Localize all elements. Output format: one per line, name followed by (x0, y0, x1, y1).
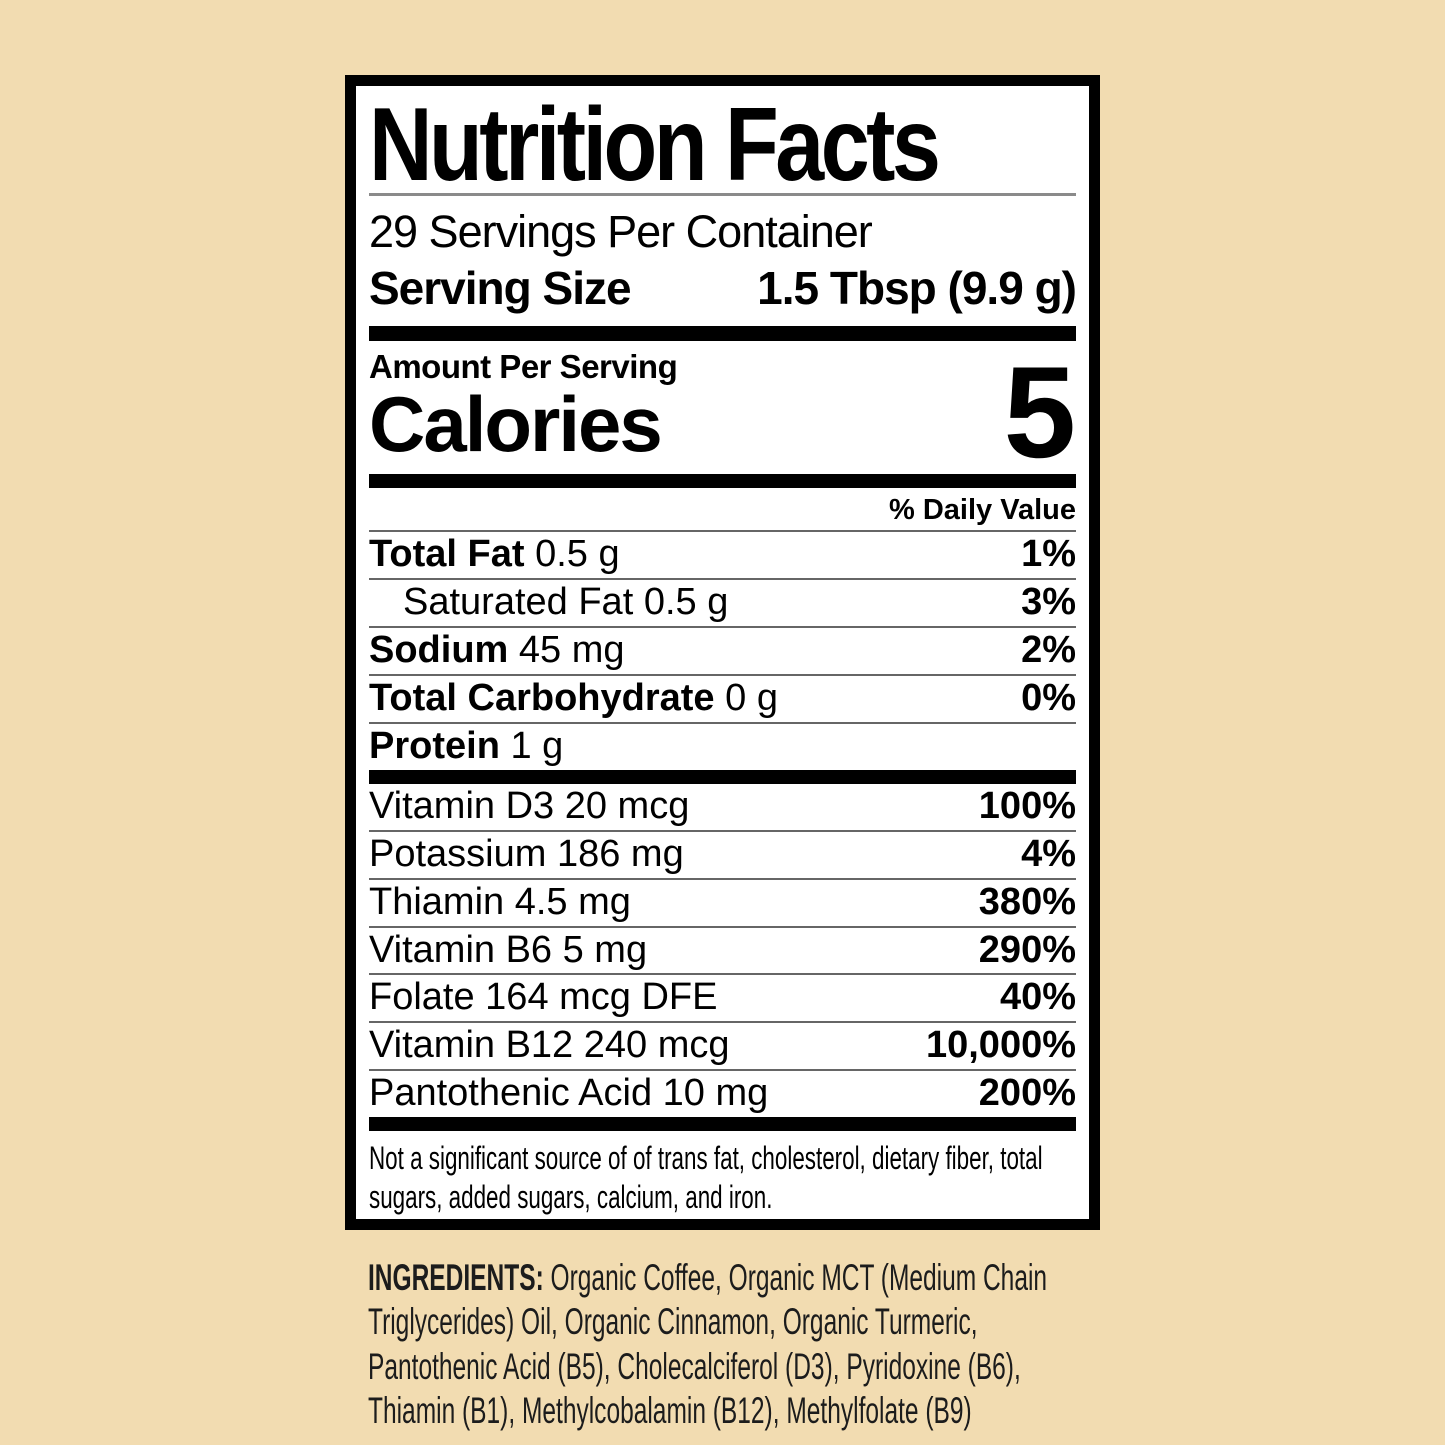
vitamin-name: Vitamin B6 5 mg (369, 928, 648, 971)
nutrient-name-amount: Total Fat 0.5 g (369, 533, 620, 576)
nutrient-name: Saturated Fat (403, 581, 634, 624)
nutrient-name-amount: Saturated Fat 0.5 g (369, 581, 729, 624)
vitamin-row-b12: Vitamin B12 240 mcg 10,000% (369, 1023, 1076, 1072)
vitamin-dv: 380% (978, 880, 1076, 923)
footnote: Not a significant source of of trans fat… (369, 1140, 1043, 1216)
vitamin-dv: 10,000% (925, 1024, 1076, 1067)
serving-size-label: Serving Size (369, 261, 632, 314)
title-row: Nutrition Facts (369, 85, 1076, 203)
ingredients-label: INGREDIENTS: (368, 1257, 544, 1298)
nutrient-name: Sodium (369, 629, 509, 672)
nutrient-amount: 0.5 g (643, 581, 729, 624)
nutrient-row-total-carbohydrate: Total Carbohydrate 0 g 0% (369, 676, 1076, 724)
vitamin-name: Potassium 186 mg (369, 832, 684, 875)
vitamin-name: Pantothenic Acid 10 mg (369, 1072, 769, 1115)
vitamin-row-d3: Vitamin D3 20 mcg 100% (369, 784, 1076, 832)
nutrient-row-protein: Protein 1 g (369, 724, 1076, 770)
calories-section: Amount Per Serving Calories 5 (369, 339, 1076, 486)
thick-rule (369, 325, 1076, 341)
vitamin-dv: 4% (1021, 832, 1076, 875)
nutrient-row-total-fat: Total Fat 0.5 g 1% (369, 532, 1076, 581)
vitamin-dv: 290% (978, 928, 1076, 971)
thick-rule (369, 1117, 1076, 1132)
nutrient-amount: 0.5 g (535, 533, 620, 576)
vitamin-row-b6: Vitamin B6 5 mg 290% (369, 928, 1076, 976)
nutrient-row-sodium: Sodium 45 mg 2% (369, 628, 1076, 677)
calories-value: 5 (1003, 339, 1076, 486)
thick-rule (369, 474, 1076, 489)
vitamin-dv: 100% (978, 784, 1076, 827)
vitamin-name: Vitamin D3 20 mcg (369, 784, 690, 827)
nutrient-amount: 1 g (510, 724, 564, 767)
nutrition-facts-panel: Nutrition Facts 29 Servings Per Containe… (345, 75, 1100, 1230)
nutrient-dv: 1% (1021, 533, 1076, 576)
serving-size-row: Serving Size 1.5 Tbsp (9.9 g) (369, 261, 1077, 314)
nutrient-dv: 2% (1021, 629, 1076, 672)
vitamin-dv: 200% (978, 1072, 1076, 1115)
vitamin-dv: 40% (999, 976, 1076, 1019)
nutrient-name-amount: Protein 1 g (369, 724, 564, 767)
vitamin-row-folate: Folate 164 mcg DFE 40% (369, 975, 1076, 1024)
nutrient-name-amount: Total Carbohydrate 0 g (369, 677, 778, 720)
nutrient-name: Total Carbohydrate (369, 677, 715, 720)
nutrition-facts-content: Nutrition Facts 29 Servings Per Containe… (356, 91, 1089, 1224)
nutrient-name: Total Fat (369, 533, 525, 576)
vitamin-row-pantothenic-acid: Pantothenic Acid 10 mg 200% (369, 1071, 1076, 1117)
vitamin-name: Vitamin B12 240 mcg (369, 1024, 730, 1067)
nutrient-amount: 0 g (725, 677, 778, 720)
ingredients-text: Organic Coffee, Organic MCT (Medium Chai… (368, 1257, 1048, 1432)
vitamin-row-potassium: Potassium 186 mg 4% (369, 832, 1076, 880)
amount-per-serving-label: Amount Per Serving (369, 347, 678, 385)
vitamin-row-thiamin: Thiamin 4.5 mg 380% (369, 880, 1076, 928)
serving-size-value: 1.5 Tbsp (9.9 g) (757, 261, 1077, 314)
nutrient-name-amount: Sodium 45 mg (369, 629, 625, 672)
vitamin-name: Folate 164 mcg DFE (369, 976, 718, 1019)
daily-value-header: % Daily Value (369, 495, 1076, 533)
calories-label: Calories (369, 379, 663, 468)
nutrient-dv: 3% (1021, 581, 1076, 624)
nutrient-row-saturated-fat: Saturated Fat 0.5 g 3% (369, 580, 1076, 629)
nutrient-dv: 0% (1021, 677, 1076, 720)
nutrient-name: Protein (369, 724, 500, 767)
title-divider (369, 193, 1076, 196)
nutrient-amount: 45 mg (518, 629, 625, 672)
ingredients-paragraph: INGREDIENTS: Organic Coffee, Organic MCT… (368, 1256, 1080, 1434)
vitamin-name: Thiamin 4.5 mg (369, 880, 631, 923)
thick-rule (369, 769, 1076, 784)
servings-per-container: 29 Servings Per Container (369, 206, 873, 257)
nutrition-facts-title: Nutrition Facts (369, 85, 941, 203)
